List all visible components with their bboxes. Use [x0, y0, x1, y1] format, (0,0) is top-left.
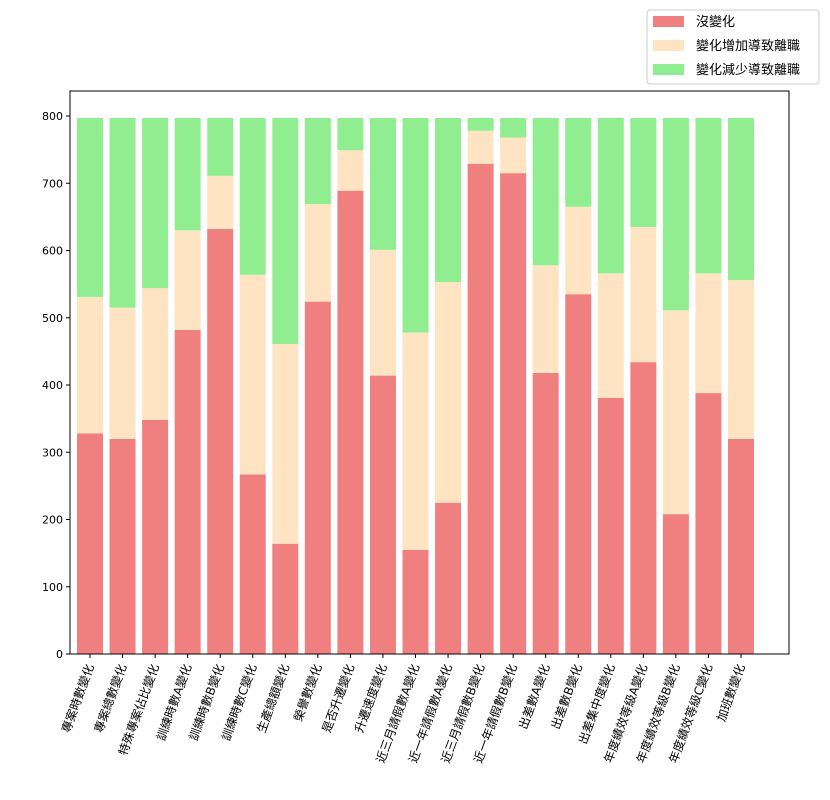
- bar-segment-1: [435, 282, 462, 503]
- legend-label: 變化減少導致離職: [696, 62, 800, 78]
- bar-segment-1: [402, 332, 429, 550]
- x-tick-label: 專案總數變化: [91, 662, 130, 735]
- y-tick-label: 800: [42, 110, 63, 123]
- bar-segment-1: [728, 280, 754, 439]
- bar-segment-0: [500, 173, 527, 654]
- y-tick-label: 600: [42, 245, 63, 258]
- bar-segment-0: [174, 329, 201, 654]
- bar-segment-2: [207, 118, 234, 176]
- legend-label: 沒變化: [696, 14, 735, 30]
- plot-frame: [69, 90, 790, 655]
- bar-segment-1: [239, 274, 266, 475]
- bar-segment-0: [337, 190, 364, 654]
- x-tick-label: 是否升遷變化: [318, 662, 357, 735]
- bar-segment-0: [142, 419, 169, 654]
- bar-segment-0: [207, 228, 234, 655]
- bar-segment-0: [532, 372, 559, 654]
- bar-segment-0: [402, 549, 429, 654]
- legend-swatch: [653, 16, 684, 27]
- bar-segment-1: [500, 137, 527, 174]
- bar-segment-0: [597, 397, 624, 654]
- bar-segment-2: [109, 118, 136, 308]
- y-tick-label: 200: [42, 514, 63, 527]
- bar-segment-2: [662, 118, 689, 311]
- bar-segment-1: [662, 310, 689, 515]
- bar-segment-2: [435, 118, 462, 283]
- bar-segment-0: [728, 438, 754, 654]
- bar-segment-2: [174, 118, 201, 231]
- bar-segment-2: [695, 118, 722, 274]
- x-tick-label: 加班數變化: [713, 662, 748, 724]
- bar-segment-2: [597, 118, 624, 274]
- bar-segment-1: [207, 175, 234, 229]
- bar-segment-0: [467, 163, 494, 654]
- bar-segment-2: [500, 118, 527, 138]
- bar-segment-1: [142, 288, 169, 420]
- bar-segment-2: [77, 118, 103, 297]
- bar-segment-1: [272, 343, 299, 544]
- bar-segment-2: [728, 118, 754, 281]
- y-tick-label: 300: [42, 446, 63, 459]
- y-tick-label: 0: [56, 648, 63, 661]
- y-tick-label: 700: [42, 177, 63, 190]
- bar-segment-0: [109, 438, 136, 654]
- bar-segment-1: [337, 150, 364, 191]
- bar-segment-1: [532, 265, 559, 373]
- bar-segment-2: [272, 118, 299, 344]
- bar-segment-0: [369, 375, 396, 654]
- x-tick-label: 生產總額變化: [253, 662, 292, 735]
- bar-segment-1: [565, 206, 592, 295]
- bar-segment-2: [532, 118, 559, 266]
- x-tick-label: 出差數B變化: [548, 662, 585, 731]
- bar-segment-1: [77, 296, 103, 434]
- y-tick-label: 100: [42, 581, 63, 594]
- bar-segment-0: [304, 301, 331, 654]
- bar-segment-0: [272, 543, 299, 654]
- bar-segment-2: [142, 118, 169, 289]
- bar-segment-2: [337, 118, 364, 151]
- bar-segment-2: [369, 118, 396, 250]
- y-tick-label: 400: [42, 379, 63, 392]
- x-tick-label: 出差數A變化: [515, 662, 552, 731]
- bar-segment-1: [304, 204, 331, 302]
- x-tick-label: 專案時數變化: [58, 662, 97, 735]
- bar-segment-1: [630, 226, 657, 363]
- y-tick-label: 500: [42, 312, 63, 325]
- bar-segment-2: [304, 118, 331, 205]
- bar-segment-0: [435, 502, 462, 654]
- bar-segment-1: [695, 273, 722, 394]
- x-tick-label: 榮譽數變化: [290, 662, 325, 724]
- bar-segment-2: [239, 118, 266, 275]
- bar-segment-2: [402, 118, 429, 333]
- legend-swatch: [653, 40, 684, 51]
- legend-label: 變化增加導致離職: [696, 38, 800, 54]
- bar-segment-0: [695, 393, 722, 654]
- bar-segment-2: [565, 118, 592, 207]
- bar-segment-2: [467, 118, 494, 131]
- x-tick-label: 升遷速度變化: [351, 662, 390, 735]
- bar-segment-0: [239, 474, 266, 654]
- bar-segment-0: [662, 514, 689, 654]
- bar-segment-1: [597, 273, 624, 398]
- bar-segment-1: [467, 130, 494, 164]
- bar-segment-2: [630, 118, 657, 227]
- bar-segment-1: [109, 307, 136, 439]
- bar-segment-0: [77, 433, 103, 654]
- bar-segment-1: [174, 230, 201, 330]
- legend-swatch: [653, 64, 684, 75]
- bar-segment-0: [630, 362, 657, 654]
- bar-segment-0: [565, 294, 592, 654]
- bar-segment-1: [369, 249, 396, 376]
